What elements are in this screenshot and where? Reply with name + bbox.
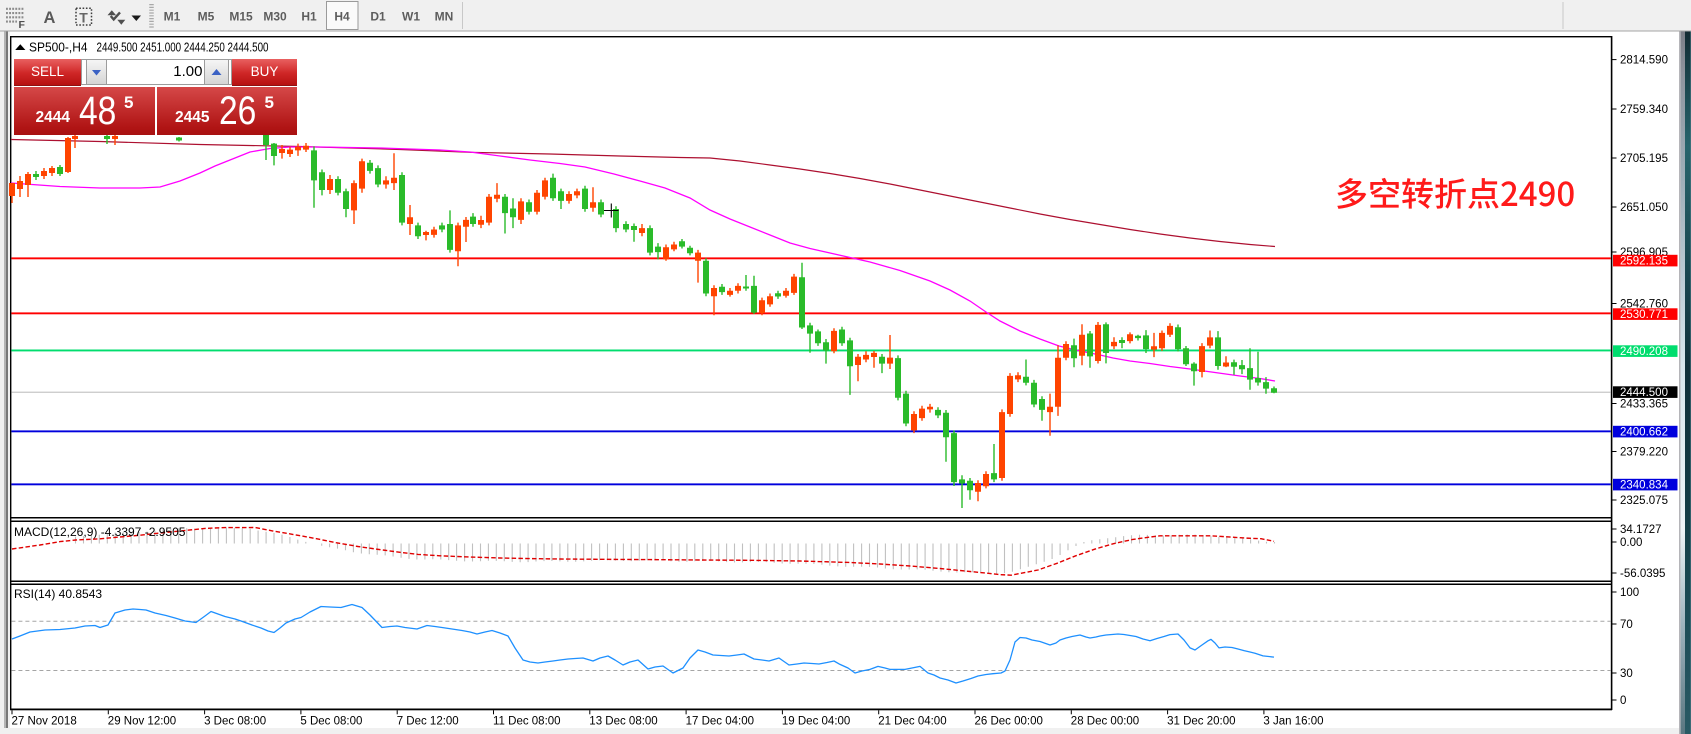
svg-text:13 Dec 08:00: 13 Dec 08:00: [589, 716, 657, 728]
svg-text:11 Dec 08:00: 11 Dec 08:00: [493, 716, 561, 728]
svg-text:H1: H1: [301, 10, 317, 24]
svg-text:2530.771: 2530.771: [1620, 309, 1668, 321]
svg-text:F: F: [19, 19, 26, 31]
svg-text:D1: D1: [370, 10, 386, 24]
svg-text:2433.365: 2433.365: [1620, 399, 1668, 411]
svg-text:RSI(14) 40.8543: RSI(14) 40.8543: [14, 587, 102, 601]
svg-text:2705.195: 2705.195: [1620, 153, 1668, 165]
svg-text:100: 100: [1620, 587, 1639, 599]
svg-text:2651.050: 2651.050: [1620, 202, 1668, 214]
svg-text:M1: M1: [164, 10, 181, 24]
svg-text:26 Dec 00:00: 26 Dec 00:00: [975, 716, 1043, 728]
svg-text:17 Dec 04:00: 17 Dec 04:00: [686, 716, 754, 728]
svg-text:SP500-,H4: SP500-,H4: [29, 41, 88, 55]
svg-text:21 Dec 04:00: 21 Dec 04:00: [878, 716, 946, 728]
svg-text:2490.208: 2490.208: [1620, 346, 1668, 358]
svg-text:70: 70: [1620, 619, 1633, 631]
svg-text:0: 0: [1620, 695, 1626, 707]
svg-text:2449.500 2451.000 2444.250 244: 2449.500 2451.000 2444.250 2444.500: [97, 41, 269, 55]
svg-text:2444.500: 2444.500: [1620, 387, 1668, 399]
svg-text:H4: H4: [334, 10, 350, 24]
svg-text:3 Dec 08:00: 3 Dec 08:00: [204, 716, 266, 728]
svg-text:27 Nov 2018: 27 Nov 2018: [12, 716, 77, 728]
svg-text:2759.340: 2759.340: [1620, 104, 1668, 116]
svg-text:2592.135: 2592.135: [1620, 256, 1668, 268]
svg-text:2542.760: 2542.760: [1620, 299, 1668, 311]
svg-text:19 Dec 04:00: 19 Dec 04:00: [782, 716, 850, 728]
svg-text:MN: MN: [435, 10, 454, 24]
svg-text:W1: W1: [402, 10, 420, 24]
svg-text:31 Dec 20:00: 31 Dec 20:00: [1167, 716, 1235, 728]
svg-text:5 Dec 08:00: 5 Dec 08:00: [300, 716, 362, 728]
svg-text:2814.590: 2814.590: [1620, 55, 1668, 67]
svg-text:M30: M30: [263, 10, 287, 24]
svg-text:2340.834: 2340.834: [1620, 480, 1669, 492]
svg-text:2325.075: 2325.075: [1620, 495, 1668, 507]
svg-text:2379.220: 2379.220: [1620, 447, 1668, 459]
svg-text:T: T: [79, 10, 88, 26]
svg-text:29 Nov 12:00: 29 Nov 12:00: [108, 716, 176, 728]
svg-text:MACD(12,26,9) -4.3397 -2.9505: MACD(12,26,9) -4.3397 -2.9505: [14, 525, 186, 539]
svg-text:7 Dec 12:00: 7 Dec 12:00: [397, 716, 459, 728]
svg-text:3 Jan 16:00: 3 Jan 16:00: [1263, 716, 1323, 728]
svg-text:-56.0395: -56.0395: [1620, 568, 1665, 580]
svg-text:2400.662: 2400.662: [1620, 427, 1668, 439]
svg-text:M15: M15: [229, 10, 253, 24]
svg-text:28 Dec 00:00: 28 Dec 00:00: [1071, 716, 1139, 728]
svg-text:34.1727: 34.1727: [1620, 524, 1662, 536]
svg-text:0.00: 0.00: [1620, 537, 1642, 549]
svg-text:A: A: [44, 9, 56, 27]
svg-text:30: 30: [1620, 668, 1633, 680]
svg-text:M5: M5: [198, 10, 215, 24]
